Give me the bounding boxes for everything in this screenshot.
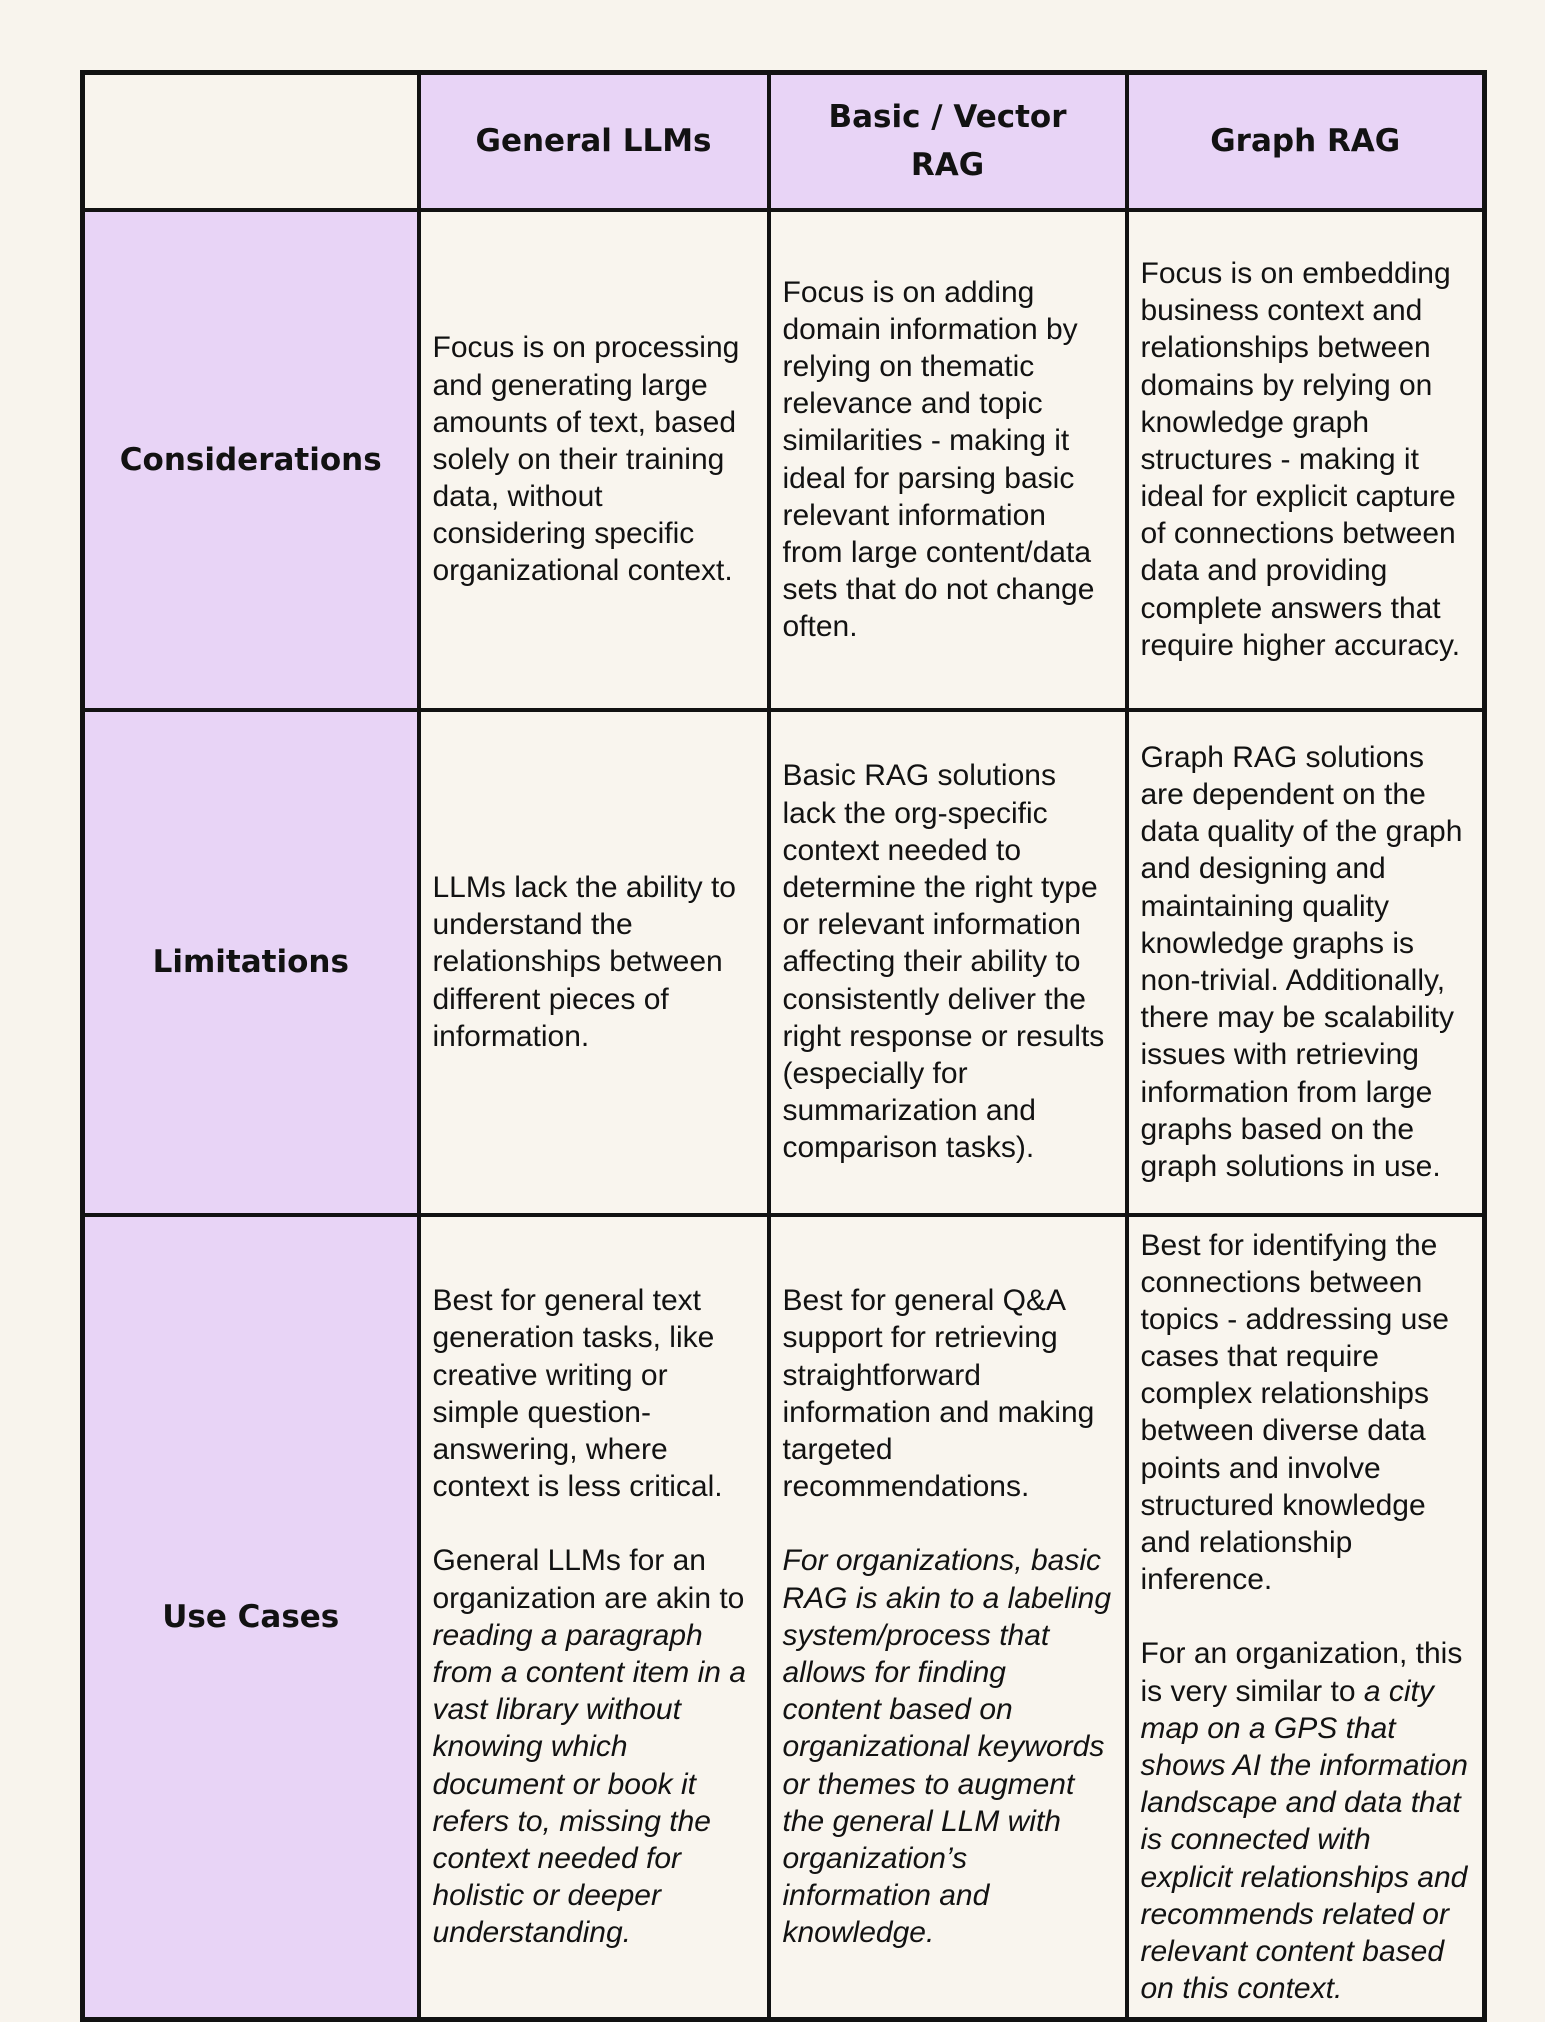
comparison-table: General LLMs Basic / Vector RAG Graph RA… xyxy=(80,70,1487,2022)
cell-considerations-graph-rag: Focus is on embedding business context a… xyxy=(1124,207,1487,712)
cell-text: General LLMs for an organization are aki… xyxy=(432,1544,745,1615)
cell-paragraph: Graph RAG solutions are dependent on the… xyxy=(1141,739,1471,1185)
column-header-graph-rag: Graph RAG xyxy=(1124,70,1487,212)
cell-text: Focus is on processing and generating la… xyxy=(432,331,740,588)
cell-text-italic: reading a paragraph from a content item … xyxy=(432,1618,746,1950)
cell-use-cases-graph-rag: Best for identifying the connections bet… xyxy=(1124,1212,1487,2022)
cell-paragraph: Basic RAG solutions lack the org-specifi… xyxy=(783,757,1113,1166)
cell-text: Best for general text generation tasks, … xyxy=(432,1284,723,1504)
cell-paragraph: Best for identifying the connections bet… xyxy=(1141,1227,1471,1599)
cell-text: Best for general Q&A support for retriev… xyxy=(782,1284,1095,1504)
cell-paragraph: Focus is on embedding business context a… xyxy=(1141,255,1471,664)
row-label-considerations: Considerations xyxy=(80,207,421,712)
cell-text-italic: a city map on a GPS that shows AI the in… xyxy=(1140,1674,1468,2006)
cell-use-cases-basic-vector-rag: Best for general Q&A support for retriev… xyxy=(766,1212,1129,2022)
cell-paragraph: Best for general text generation tasks, … xyxy=(433,1282,755,1505)
cell-text: Best for identifying the connections bet… xyxy=(1140,1228,1450,1597)
row-limitations: Limitations LLMs lack the ability to und… xyxy=(80,707,1487,1217)
cell-considerations-basic-vector-rag: Focus is on adding domain information by… xyxy=(766,207,1129,712)
cell-paragraph: Best for general Q&A support for retriev… xyxy=(783,1282,1113,1505)
cell-text: LLMs lack the ability to understand the … xyxy=(432,871,736,1053)
cell-text-italic: For organizations, basic RAG is akin to … xyxy=(782,1544,1112,1950)
row-label-limitations: Limitations xyxy=(80,707,421,1217)
row-considerations: Considerations Focus is on processing an… xyxy=(80,207,1487,712)
column-header-general-llms: General LLMs xyxy=(416,70,771,212)
row-use-cases: Use Cases Best for general text generati… xyxy=(80,1212,1487,2022)
cell-paragraph: For an organization, this is very simila… xyxy=(1141,1635,1471,2007)
cell-text: For an organization, this is very simila… xyxy=(1140,1637,1463,1708)
cell-paragraph: General LLMs for an organization are aki… xyxy=(433,1542,755,1951)
cell-paragraph: Focus is on processing and generating la… xyxy=(433,329,755,589)
header-row: General LLMs Basic / Vector RAG Graph RA… xyxy=(80,70,1487,212)
cell-paragraph: LLMs lack the ability to understand the … xyxy=(433,869,755,1055)
cell-text: Focus is on embedding business context a… xyxy=(1140,256,1461,662)
cell-paragraph: For organizations, basic RAG is akin to … xyxy=(783,1542,1113,1951)
cell-limitations-graph-rag: Graph RAG solutions are dependent on the… xyxy=(1124,707,1487,1217)
cell-limitations-general-llms: LLMs lack the ability to understand the … xyxy=(416,707,771,1217)
column-header-basic-vector-rag: Basic / Vector RAG xyxy=(766,70,1129,212)
cell-use-cases-general-llms: Best for general text generation tasks, … xyxy=(416,1212,771,2022)
cell-considerations-general-llms: Focus is on processing and generating la… xyxy=(416,207,771,712)
cell-text: Graph RAG solutions are dependent on the… xyxy=(1140,740,1463,1183)
corner-cell xyxy=(80,70,421,212)
cell-text: Basic RAG solutions lack the org-specifi… xyxy=(782,759,1105,1165)
cell-limitations-basic-vector-rag: Basic RAG solutions lack the org-specifi… xyxy=(766,707,1129,1217)
cell-text: Focus is on adding domain information by… xyxy=(782,275,1095,644)
cell-paragraph: Focus is on adding domain information by… xyxy=(783,274,1113,646)
row-label-use-cases: Use Cases xyxy=(80,1212,421,2022)
